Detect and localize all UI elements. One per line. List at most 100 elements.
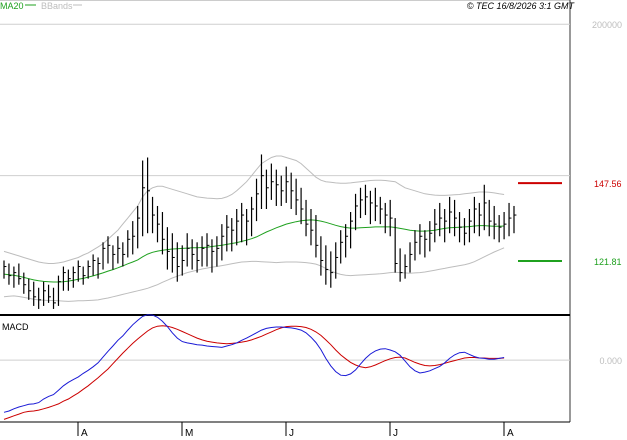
price-bar	[453, 199, 457, 237]
price-bar	[513, 205, 517, 234]
price-bar	[3, 260, 7, 279]
price-bar	[458, 212, 462, 243]
price-y-tick-label: 200000	[592, 20, 622, 30]
price-bar	[439, 202, 443, 237]
support-level-label: 121.81	[594, 257, 622, 267]
price-bar	[201, 236, 205, 267]
price-bar	[369, 190, 373, 225]
price-bar	[166, 227, 170, 270]
price-bar	[419, 224, 423, 255]
price-bar	[117, 236, 121, 264]
price-bar	[260, 154, 264, 209]
price-bar	[399, 248, 403, 282]
price-bar	[38, 287, 42, 309]
price-bar	[246, 208, 250, 246]
price-bar	[97, 257, 101, 279]
price-bar	[250, 196, 254, 237]
price-bar	[107, 236, 111, 264]
price-bar	[285, 166, 289, 203]
price-bar	[221, 224, 225, 261]
price-bar	[320, 236, 324, 276]
price-bar	[28, 278, 32, 300]
price-bar	[463, 218, 467, 246]
bbands-lower-line	[3, 247, 505, 302]
macd-signal-line	[3, 325, 505, 420]
price-bar	[236, 208, 240, 246]
price-bar	[290, 172, 294, 209]
price-bar	[216, 236, 220, 267]
x-axis-month-label: A	[81, 428, 88, 439]
price-bar	[171, 233, 175, 273]
price-bar	[280, 175, 284, 206]
price-bar	[72, 266, 76, 288]
price-bar	[389, 199, 393, 237]
price-bar	[478, 202, 482, 237]
price-bar	[384, 202, 388, 234]
price-bar	[127, 230, 131, 258]
price-bar	[508, 202, 512, 237]
price-bar	[340, 230, 344, 264]
price-bar	[493, 205, 497, 240]
price-bar	[483, 184, 487, 231]
price-bar	[13, 266, 17, 288]
price-bar	[122, 242, 126, 267]
price-bar	[196, 242, 200, 273]
ma20-legend: MA20	[0, 1, 24, 11]
price-bar	[82, 266, 86, 285]
price-bar	[379, 196, 383, 225]
price-bar	[112, 245, 116, 270]
price-bar	[226, 215, 230, 252]
price-bar	[359, 187, 363, 219]
price-bar	[156, 205, 160, 243]
price-bar	[47, 284, 51, 303]
price-bar	[33, 281, 37, 306]
price-bar	[77, 260, 81, 282]
price-bar	[503, 212, 507, 240]
price-bar	[137, 205, 141, 249]
price-bar	[345, 224, 349, 258]
bbands-upper-line	[3, 155, 505, 264]
price-bar	[498, 215, 502, 243]
price-bar	[43, 281, 47, 306]
price-bar	[335, 242, 339, 279]
price-bar	[92, 254, 96, 276]
price-bar	[176, 242, 180, 282]
price-bar	[191, 239, 195, 270]
price-bar	[364, 184, 368, 216]
price-bar	[374, 187, 378, 222]
price-bar	[161, 212, 165, 255]
price-bar	[62, 266, 66, 291]
price-bar	[275, 169, 279, 206]
price-bar	[132, 221, 136, 255]
price-bar	[270, 163, 274, 200]
price-bar	[142, 160, 146, 237]
price-bar	[394, 218, 398, 273]
price-bar	[87, 260, 91, 279]
price-bar	[473, 196, 477, 234]
price-bar	[8, 263, 12, 285]
price-bar	[181, 245, 185, 276]
price-bar	[151, 196, 155, 234]
price-bar	[468, 208, 472, 243]
price-bar	[434, 208, 438, 243]
price-bar	[404, 254, 408, 279]
price-bar	[206, 233, 210, 267]
price-bar	[67, 269, 71, 291]
price-bar	[241, 202, 245, 243]
x-axis-month-label: M	[185, 428, 193, 439]
price-bar	[354, 193, 358, 231]
price-bar	[300, 187, 304, 225]
price-bar	[414, 230, 418, 261]
price-bar	[295, 178, 299, 216]
price-bar	[305, 199, 309, 237]
price-bar	[429, 221, 433, 252]
price-bar	[186, 233, 190, 267]
price-bar	[325, 245, 329, 285]
price-bar	[488, 199, 492, 237]
price-bar	[102, 242, 106, 270]
bbands-legend: BBands	[41, 1, 73, 11]
price-bar	[424, 230, 428, 258]
price-bar	[18, 263, 22, 285]
resistance-level-label: 147.56	[594, 179, 622, 189]
